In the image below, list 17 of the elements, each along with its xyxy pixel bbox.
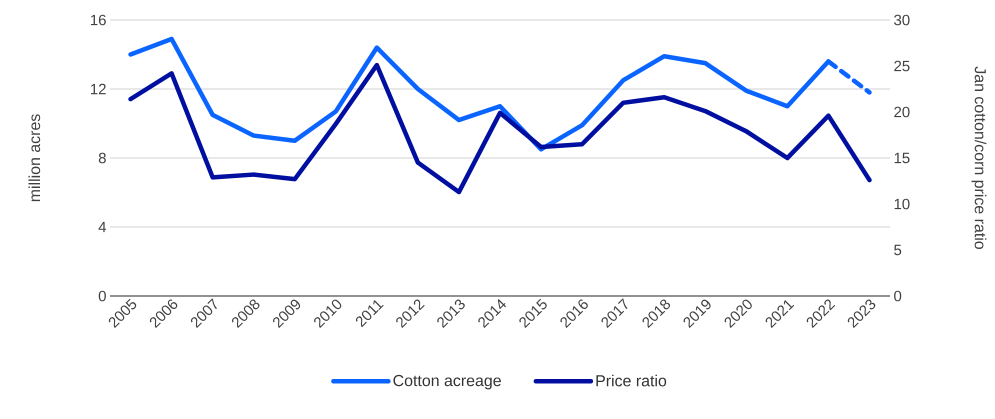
y2-axis-title: Jan cotton/corn price ratio: [972, 66, 986, 249]
y-tick-label: 0: [98, 290, 106, 302]
y-tick-label: 16: [91, 14, 106, 26]
y2-tick-label: 5: [894, 244, 902, 256]
y2-tick-label: 30: [894, 14, 910, 26]
y-tick-label: 12: [91, 84, 106, 94]
y-tick-label: 8: [98, 152, 106, 164]
y2-tick-label: 15: [894, 152, 910, 164]
legend-label: Price ratio: [596, 374, 666, 386]
legend-label: Cotton acreage: [393, 374, 501, 390]
y2-tick-label: 25: [894, 60, 910, 72]
y2-tick-label: 20: [894, 106, 910, 118]
y-axis-title: million acres: [28, 114, 40, 202]
y2-tick-label: 10: [894, 198, 910, 210]
y2-tick-label: 0: [894, 290, 902, 302]
y-tick-label: 4: [98, 222, 106, 232]
line-series: [128, 62, 872, 194]
